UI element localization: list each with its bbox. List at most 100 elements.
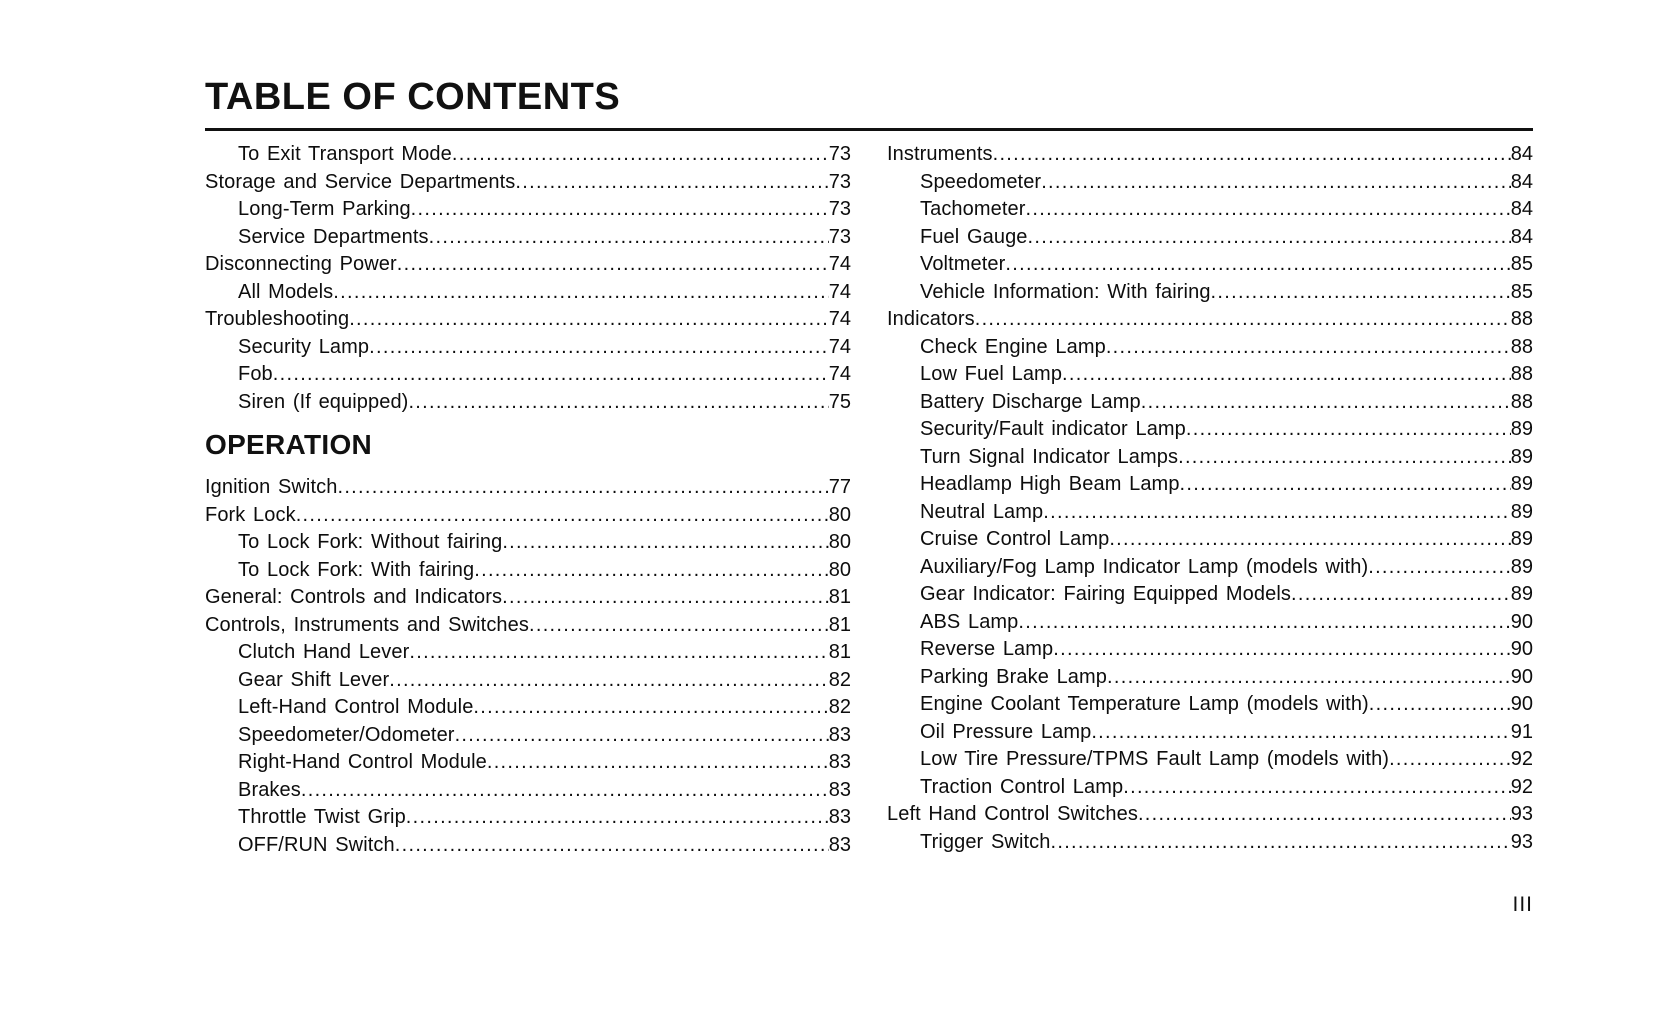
toc-entry-label: To Exit Transport Mode <box>238 143 452 165</box>
toc-entry-page: 89 <box>1510 528 1533 550</box>
toc-entry-label: Controls, Instruments and Switches <box>205 613 529 636</box>
toc-entry-label: Vehicle Information: With fairing <box>920 280 1211 303</box>
toc-entry[interactable]: ABS Lamp 90 <box>887 609 1533 637</box>
toc-dot-leader <box>1178 444 1511 472</box>
toc-entry[interactable]: Turn Signal Indicator Lamps 89 <box>887 444 1533 472</box>
toc-entry-page: 88 <box>1510 335 1533 358</box>
toc-entry[interactable]: To Exit Transport Mode 73 <box>205 141 851 169</box>
toc-entry[interactable]: Vehicle Information: With fairing 85 <box>887 279 1533 307</box>
toc-entry[interactable]: Service Departments 73 <box>205 224 851 252</box>
toc-entry[interactable]: Voltmeter 85 <box>887 251 1533 279</box>
toc-entry[interactable]: Throttle Twist Grip 83 <box>205 804 851 832</box>
toc-dot-leader <box>1369 691 1511 719</box>
toc-entry-label: Gear Indicator: Fairing Equipped Models <box>920 583 1291 605</box>
toc-entry-page: 74 <box>828 363 851 385</box>
toc-entry-label: Speedometer <box>920 170 1042 193</box>
toc-entry[interactable]: Reverse Lamp 90 <box>887 636 1533 664</box>
toc-entry[interactable]: Gear Shift Lever 82 <box>205 667 851 695</box>
toc-entry[interactable]: Speedometer 84 <box>887 169 1533 197</box>
toc-entry[interactable]: Gear Indicator: Fairing Equipped Models … <box>887 581 1533 609</box>
toc-dot-leader <box>452 141 829 169</box>
toc-entry[interactable]: Tachometer 84 <box>887 196 1533 224</box>
toc-dot-leader <box>455 722 829 750</box>
toc-entry-label: OFF/RUN Switch <box>238 833 395 856</box>
toc-entry[interactable]: General: Controls and Indicators 81 <box>205 584 851 612</box>
toc-entry[interactable]: Parking Brake Lamp 90 <box>887 664 1533 692</box>
toc-entry-label: Oil Pressure Lamp <box>920 720 1092 743</box>
toc-entry[interactable]: Check Engine Lamp 88 <box>887 334 1533 362</box>
toc-entry-page: 85 <box>1510 280 1533 303</box>
toc-entry-label: Gear Shift Lever <box>238 668 390 691</box>
toc-entry[interactable]: Fuel Gauge 84 <box>887 224 1533 252</box>
toc-entry-page: 88 <box>1510 390 1533 413</box>
toc-entry[interactable]: Ignition Switch 77 <box>205 474 851 502</box>
toc-entry-label: Fuel Gauge <box>920 225 1028 248</box>
title-divider-rule <box>205 128 1533 131</box>
toc-section-header: OPERATION <box>205 427 851 463</box>
toc-entry[interactable]: All Models 74 <box>205 279 851 307</box>
toc-entry-label: Right-Hand Control Module <box>238 751 487 773</box>
toc-dot-leader <box>975 306 1511 334</box>
toc-entry[interactable]: Headlamp High Beam Lamp 89 <box>887 471 1533 499</box>
toc-entry[interactable]: Clutch Hand Lever 81 <box>205 639 851 667</box>
toc-entry[interactable]: Traction Control Lamp 92 <box>887 774 1533 802</box>
toc-entry[interactable]: Left Hand Control Switches 93 <box>887 801 1533 829</box>
toc-entry[interactable]: Fork Lock 80 <box>205 502 851 530</box>
toc-entry[interactable]: Auxiliary/Fog Lamp Indicator Lamp (model… <box>887 554 1533 582</box>
toc-entry[interactable]: Trigger Switch 93 <box>887 829 1533 857</box>
toc-entry-page: 73 <box>828 225 851 248</box>
toc-dot-leader <box>1106 334 1511 362</box>
toc-entry[interactable]: Instruments 84 <box>887 141 1533 169</box>
toc-entry[interactable]: Disconnecting Power 74 <box>205 251 851 279</box>
toc-dot-leader <box>369 334 829 362</box>
toc-entry[interactable]: Low Tire Pressure/TPMS Fault Lamp (model… <box>887 746 1533 774</box>
toc-entry[interactable]: Engine Coolant Temperature Lamp (models … <box>887 691 1533 719</box>
toc-entry-label: Storage and Service Departments <box>205 170 516 193</box>
toc-dot-leader <box>411 196 829 224</box>
toc-entry[interactable]: Siren (If equipped) 75 <box>205 389 851 417</box>
toc-entry-label: Left-Hand Control Module <box>238 696 474 718</box>
toc-entry-label: Left Hand Control Switches <box>887 803 1138 825</box>
toc-entry[interactable]: Left-Hand Control Module 82 <box>205 694 851 722</box>
toc-dot-leader <box>1062 361 1511 389</box>
toc-dot-leader <box>993 141 1511 169</box>
toc-entry[interactable]: Indicators 88 <box>887 306 1533 334</box>
toc-entry-label: Low Fuel Lamp <box>920 363 1063 385</box>
toc-entry[interactable]: To Lock Fork: With fairing 80 <box>205 557 851 585</box>
toc-entry-page: 74 <box>828 280 851 303</box>
toc-entry-page: 81 <box>828 641 851 663</box>
toc-entry[interactable]: Neutral Lamp 89 <box>887 499 1533 527</box>
toc-dot-leader <box>502 584 829 612</box>
toc-dot-leader <box>529 612 829 640</box>
toc-entry[interactable]: OFF/RUN Switch 83 <box>205 832 851 860</box>
toc-dot-leader <box>487 749 829 777</box>
toc-entry[interactable]: Speedometer/Odometer 83 <box>205 722 851 750</box>
toc-entry-page: 89 <box>1510 583 1533 605</box>
toc-entry[interactable]: To Lock Fork: Without fairing 80 <box>205 529 851 557</box>
toc-entry-label: Neutral Lamp <box>920 500 1044 523</box>
toc-dot-leader <box>397 251 829 279</box>
toc-entry[interactable]: Troubleshooting 74 <box>205 306 851 334</box>
toc-entry[interactable]: Security/Fault indicator Lamp 89 <box>887 416 1533 444</box>
toc-entry-page: 90 <box>1510 610 1533 633</box>
toc-dot-leader <box>1180 471 1511 499</box>
toc-entry[interactable]: Low Fuel Lamp 88 <box>887 361 1533 389</box>
toc-entry[interactable]: Right-Hand Control Module 83 <box>205 749 851 777</box>
toc-entry-page: 77 <box>828 476 851 498</box>
toc-entry[interactable]: Security Lamp 74 <box>205 334 851 362</box>
toc-entry[interactable]: Fob 74 <box>205 361 851 389</box>
toc-entry[interactable]: Brakes 83 <box>205 777 851 805</box>
toc-entry[interactable]: Storage and Service Departments 73 <box>205 169 851 197</box>
toc-entry[interactable]: Controls, Instruments and Switches 81 <box>205 612 851 640</box>
toc-entry-label: Siren (If equipped) <box>238 390 409 413</box>
toc-entry[interactable]: Oil Pressure Lamp 91 <box>887 719 1533 747</box>
toc-entry-label: Voltmeter <box>920 253 1006 275</box>
toc-entry-page: 93 <box>1510 830 1533 853</box>
toc-entry[interactable]: Cruise Control Lamp 89 <box>887 526 1533 554</box>
toc-dot-leader <box>474 557 829 585</box>
toc-entry-page: 82 <box>828 668 851 691</box>
toc-entry[interactable]: Long-Term Parking 73 <box>205 196 851 224</box>
toc-entry-page: 80 <box>828 558 851 581</box>
toc-entry-label: General: Controls and Indicators <box>205 586 503 608</box>
toc-entry[interactable]: Battery Discharge Lamp 88 <box>887 389 1533 417</box>
